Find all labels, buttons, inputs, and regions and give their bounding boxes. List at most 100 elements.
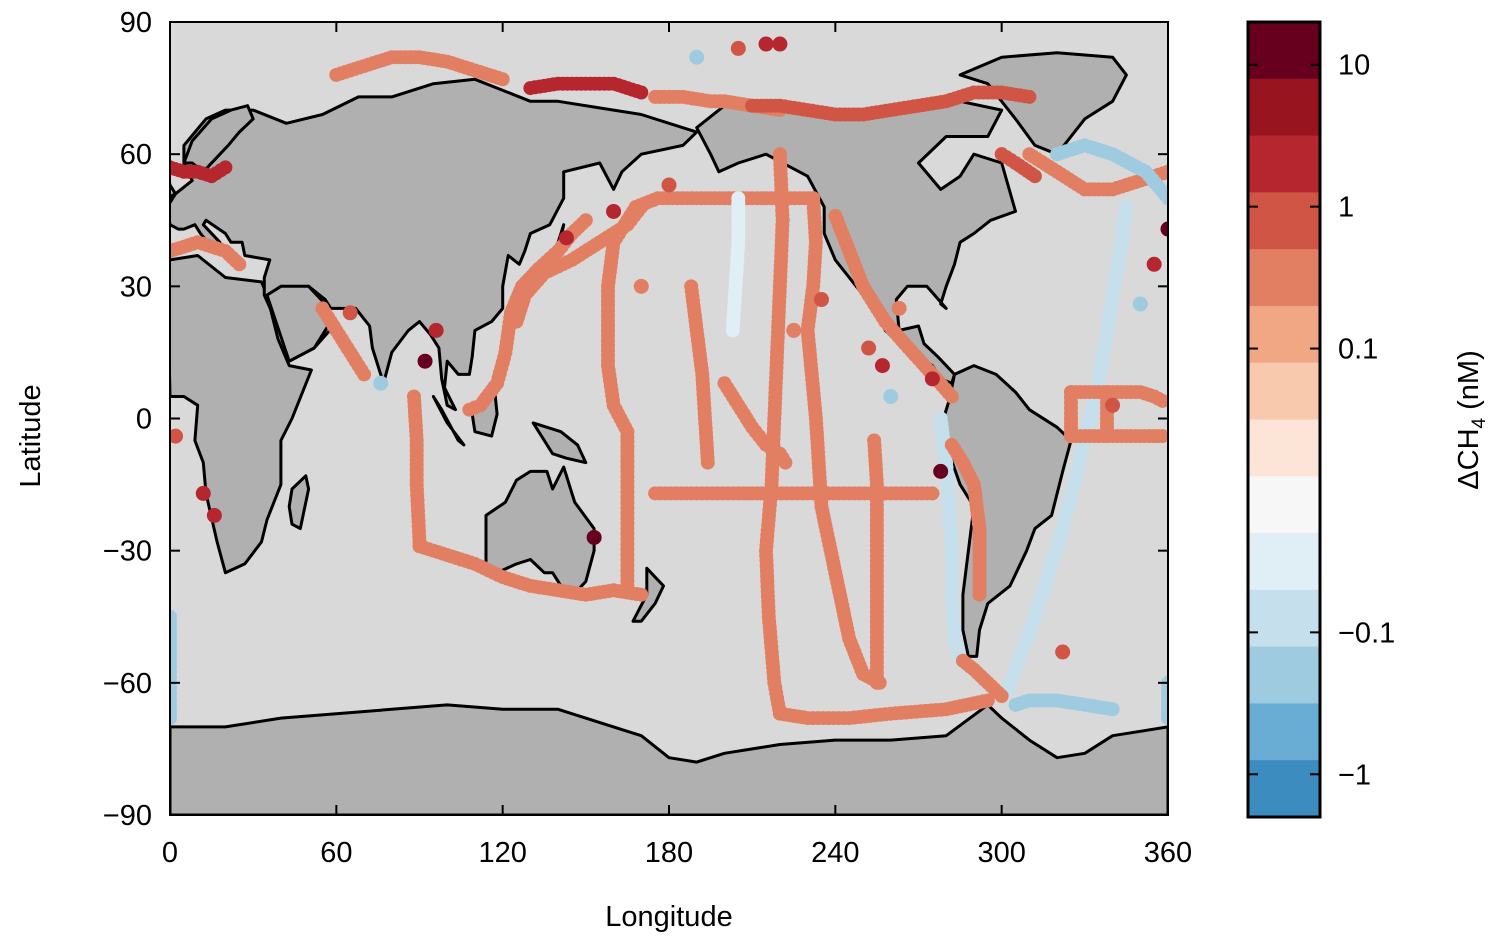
data-point (606, 203, 622, 219)
track-19-point (1105, 702, 1120, 717)
x-tick-label: 240 (811, 837, 859, 869)
track-23-point (1027, 169, 1042, 184)
colorbar-tick-label: 0.1 (1338, 334, 1378, 366)
land-new-guinea (531, 421, 588, 465)
land-africa (170, 254, 313, 575)
data-point (874, 358, 890, 374)
colorbar-segment (1248, 760, 1320, 818)
data-point (1146, 256, 1162, 272)
colorbar-segment (1248, 533, 1320, 591)
colorbar-segment (1248, 362, 1320, 421)
track-0-point (634, 587, 649, 602)
land-madagascar (287, 474, 311, 531)
track-30-point (170, 711, 177, 726)
track-26-point (1022, 89, 1037, 104)
colorbar-segment (1248, 22, 1320, 80)
colorbar-tick-label: 10 (1338, 50, 1370, 82)
y-axis-label: Latitude (15, 384, 47, 487)
data-point (1160, 221, 1168, 237)
track-28-point (495, 72, 510, 87)
x-tick-label: 120 (478, 837, 526, 869)
y-tick-label: −90 (103, 800, 152, 832)
colorbar-label-unit: (nM) (1453, 350, 1485, 418)
data-point (933, 463, 949, 479)
data-point (558, 230, 574, 246)
colorbar-segment (1248, 78, 1320, 137)
data-point (772, 36, 788, 52)
x-tick-label: 300 (977, 837, 1025, 869)
track-13-point (972, 587, 987, 602)
track-32-point (232, 257, 247, 272)
colorbar-segment (1248, 419, 1320, 477)
x-tick-label: 360 (1144, 837, 1192, 869)
colorbar-segment (1248, 476, 1320, 534)
data-point (373, 375, 389, 391)
y-tick-label: 60 (120, 139, 152, 171)
track-29-point (218, 160, 233, 175)
data-point (428, 322, 444, 338)
land-north-america (695, 99, 1017, 385)
data-point (633, 278, 649, 294)
track-22-point (1161, 191, 1168, 206)
tracks-layer (170, 50, 1168, 726)
data-point (786, 322, 802, 338)
track-3-point (462, 402, 477, 417)
colorbar-segment (1248, 249, 1320, 307)
y-axis: −90 −60 −30 0 30 60 90 (103, 7, 1168, 832)
x-tick-label: 0 (162, 837, 178, 869)
track-8-point (778, 455, 793, 470)
data-point (586, 529, 602, 545)
data-point (1132, 296, 1148, 312)
points-layer (170, 36, 1168, 660)
track-18-point (1100, 429, 1114, 444)
colorbar-segment (1248, 589, 1320, 648)
data-point (924, 371, 940, 387)
track-11-point (925, 486, 940, 501)
colorbar-tick-label: −1 (1338, 759, 1371, 791)
y-tick-label: −30 (103, 536, 152, 568)
data-point (1105, 397, 1121, 413)
track-16-point (1155, 429, 1168, 444)
land-britain (170, 177, 177, 199)
track-31-point (1161, 711, 1168, 726)
colorbar-label-main: ΔCH (1453, 428, 1485, 489)
land-australia (484, 465, 596, 592)
colorbar-tick-label: −0.1 (1338, 617, 1395, 649)
x-axis-label: Longitude (605, 901, 732, 933)
track-7-point (867, 433, 882, 448)
data-point (891, 300, 907, 316)
track-17-point (1064, 429, 1078, 444)
data-point (758, 36, 774, 52)
data-point (170, 428, 184, 444)
data-point (883, 388, 899, 404)
track-10-point (725, 323, 740, 338)
colorbar (1246, 20, 1322, 819)
data-point (689, 49, 705, 65)
x-tick-label: 180 (645, 837, 693, 869)
track-15-point (1155, 393, 1168, 408)
track-4-point (509, 314, 524, 329)
track-1-point (412, 534, 427, 549)
x-axis: 0 60 120 180 240 300 360 (162, 22, 1192, 869)
data-point (342, 305, 358, 321)
data-point (813, 292, 829, 308)
data-point (861, 340, 877, 356)
track-21-point (1022, 147, 1037, 162)
colorbar-segment (1248, 703, 1320, 761)
land-greenland (958, 51, 1128, 156)
land-antarctica (170, 703, 1168, 815)
track-9-point (700, 455, 715, 470)
colorbar-label-subscript: 4 (1469, 417, 1490, 428)
colorbar-segment (1248, 305, 1320, 364)
data-point (206, 507, 222, 523)
colorbar-ticks: 10 1 0.1 −0.1 −1 (1248, 50, 1395, 791)
data-point (1055, 644, 1071, 660)
track-5-point (980, 693, 995, 708)
data-point (661, 177, 677, 193)
colorbar-tick-label: 1 (1338, 192, 1354, 224)
track-33-point (357, 367, 372, 382)
colorbar-segment (1248, 192, 1320, 250)
y-tick-label: 30 (120, 271, 152, 303)
data-point (195, 485, 211, 501)
